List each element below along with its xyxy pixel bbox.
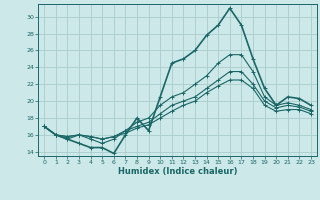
X-axis label: Humidex (Indice chaleur): Humidex (Indice chaleur) <box>118 167 237 176</box>
